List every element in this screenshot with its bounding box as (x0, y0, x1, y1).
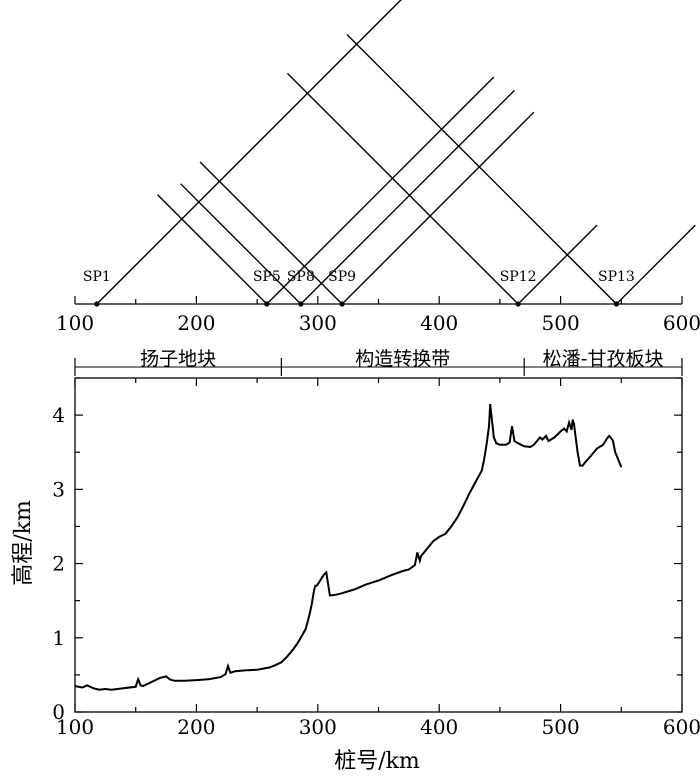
shot-point-marker (94, 301, 100, 307)
x-tick-label: 100 (56, 715, 94, 739)
shot-point-marker (515, 301, 521, 307)
ray-line (346, 33, 617, 305)
region-label: 扬子地块 (140, 348, 216, 370)
shot-points: SP1 SP5 SP8 SP9 SP12 SP13 (83, 269, 635, 307)
ray-line (199, 161, 343, 305)
top-tick-label: 600 (663, 311, 700, 335)
shot-point-label: SP13 (598, 269, 635, 285)
y-tick-label: 1 (52, 626, 65, 650)
y-tick-label: 3 (52, 477, 65, 501)
ray-line (96, 0, 402, 305)
elevation-profile-panel: 扬子地块 构造转换带 松潘-甘孜板块 100 200 300 400 500 600 0 1 2 3 4… (11, 348, 700, 774)
ray-line (286, 72, 519, 305)
shot-point-marker (264, 301, 270, 307)
y-tick-label: 0 (52, 700, 65, 724)
ray-line (300, 89, 515, 305)
elevation-series-line (74, 403, 623, 691)
top-axis-tick-labels: 100 200 300 400 500 600 (56, 311, 700, 335)
shot-point-marker (298, 301, 304, 307)
ray-line (615, 224, 696, 305)
top-tick-label: 100 (56, 311, 94, 335)
shot-point-label: SP5 (253, 269, 281, 285)
ray-line (180, 183, 302, 305)
top-tick-label: 500 (542, 311, 580, 335)
top-tick-label: 300 (299, 311, 337, 335)
x-tick-label: 200 (177, 715, 215, 739)
bottom-axis-tick-labels: 100 200 300 400 500 600 0 1 2 3 4 (52, 403, 700, 739)
region-label: 构造转换带 (355, 348, 450, 370)
ray-line (341, 111, 535, 305)
x-tick-label: 400 (420, 715, 458, 739)
top-tick-label: 400 (420, 311, 458, 335)
region-label: 松潘-甘孜板块 (543, 348, 664, 370)
x-tick-label: 600 (663, 715, 700, 739)
shot-point-marker (339, 301, 345, 307)
y-tick-label: 2 (52, 552, 65, 576)
top-axis-ticks (74, 296, 683, 304)
y-axis-label: 高程/km (11, 500, 36, 586)
ray-line (517, 224, 598, 305)
top-tick-label: 200 (177, 311, 215, 335)
bottom-axis-ticks (74, 377, 683, 713)
shot-point-label: SP9 (328, 269, 356, 285)
ray-line (157, 194, 268, 305)
ray-lines (96, 0, 696, 305)
x-tick-label: 500 (542, 715, 580, 739)
x-tick-label: 300 (299, 715, 337, 739)
shot-point-marker (613, 301, 620, 307)
y-tick-label: 4 (52, 403, 65, 427)
shot-point-label: SP8 (287, 269, 315, 285)
ray-diagram-panel: SP1 SP5 SP8 SP9 SP12 SP13 100 200 300 400 500 600 (56, 0, 700, 335)
shot-point-label: SP12 (500, 269, 537, 285)
region-bar: 扬子地块 构造转换带 松潘-甘孜板块 (74, 348, 683, 376)
x-axis-label: 桩号/km (334, 749, 420, 774)
plot-frame (74, 377, 683, 713)
shot-point-label: SP1 (83, 269, 111, 285)
